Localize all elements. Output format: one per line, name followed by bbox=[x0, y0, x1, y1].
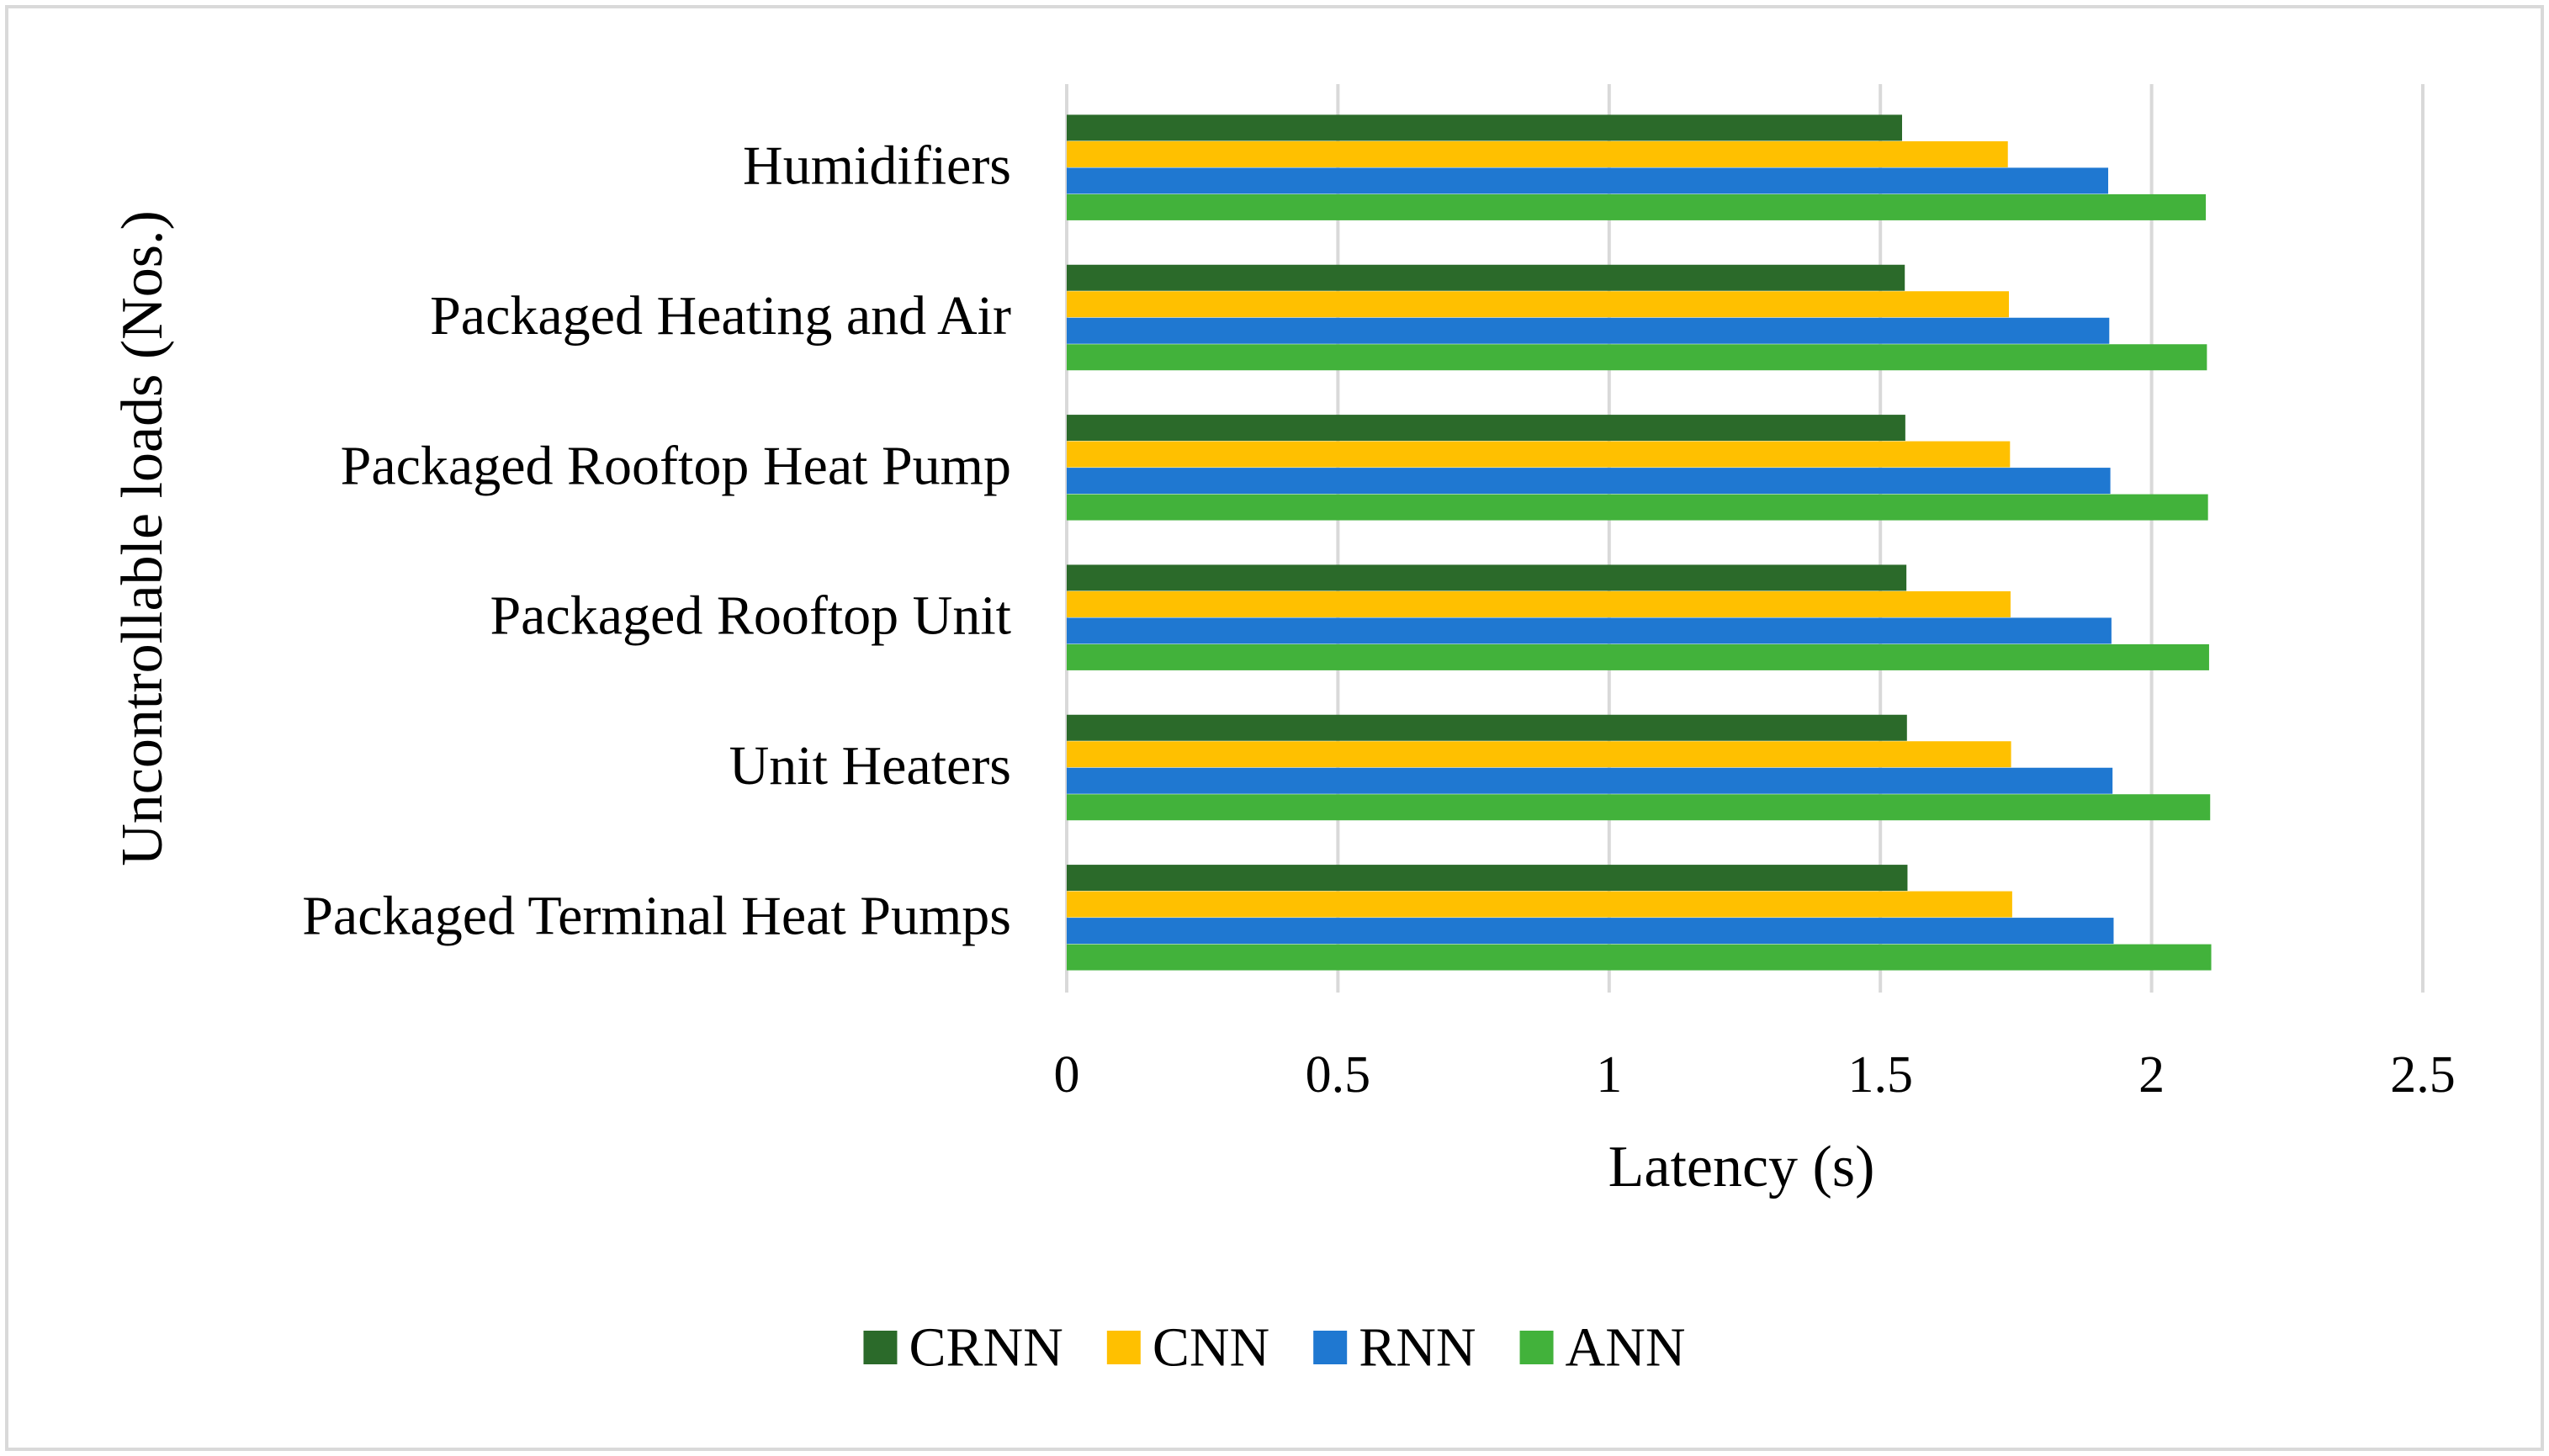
category-label: Packaged Terminal Heat Pumps bbox=[302, 885, 1011, 946]
bar-ann-2 bbox=[1067, 494, 2208, 521]
bar-cnn-4 bbox=[1067, 741, 2011, 768]
category-label: Packaged Heating and Air bbox=[430, 285, 1011, 347]
bar-crnn-1 bbox=[1067, 264, 1905, 291]
x-tick-label: 2.5 bbox=[2390, 1046, 2456, 1104]
bar-cnn-1 bbox=[1067, 291, 2010, 318]
legend-label-cnn: CNN bbox=[1153, 1317, 1269, 1379]
bar-rnn-5 bbox=[1067, 918, 2114, 945]
legend-swatch-rnn bbox=[1313, 1331, 1348, 1364]
bar-crnn-3 bbox=[1067, 564, 1907, 591]
bar-cnn-5 bbox=[1067, 891, 2012, 918]
legend-label-crnn: CRNN bbox=[909, 1317, 1063, 1379]
bar-ann-5 bbox=[1067, 944, 2212, 971]
bar-rnn-2 bbox=[1067, 468, 2111, 495]
x-tick-label: 2 bbox=[2138, 1046, 2165, 1104]
grid-lines bbox=[1065, 84, 2424, 993]
category-label: Packaged Rooftop Unit bbox=[490, 585, 1011, 647]
bar-crnn-2 bbox=[1067, 415, 1905, 442]
bar-cnn-2 bbox=[1067, 441, 2011, 468]
bar-rnn-1 bbox=[1067, 317, 2110, 344]
y-axis-title: Uncontrollable loads (Nos.) bbox=[110, 210, 175, 866]
bar-crnn-4 bbox=[1067, 714, 1907, 741]
bars bbox=[1067, 114, 2212, 971]
bar-cnn-3 bbox=[1067, 590, 2011, 617]
bar-rnn-3 bbox=[1067, 617, 2112, 644]
legend-label-rnn: RNN bbox=[1359, 1317, 1476, 1379]
x-axis-title: Latency (s) bbox=[1608, 1135, 1875, 1199]
x-tick-label: 1 bbox=[1596, 1046, 1622, 1104]
x-tick-label: 1.5 bbox=[1847, 1046, 1913, 1104]
legend: CRNN CNN RNN ANN bbox=[863, 1317, 1686, 1379]
bar-ann-3 bbox=[1067, 643, 2209, 670]
category-labels: Humidifiers Packaged Heating and Air Packa… bbox=[302, 135, 1011, 947]
bar-cnn-0 bbox=[1067, 140, 2008, 167]
category-label: Unit Heaters bbox=[729, 735, 1011, 797]
bar-ann-0 bbox=[1067, 193, 2207, 220]
legend-swatch-cnn bbox=[1106, 1331, 1141, 1364]
bar-rnn-0 bbox=[1067, 167, 2109, 194]
legend-swatch-crnn bbox=[863, 1331, 898, 1364]
bar-rnn-4 bbox=[1067, 767, 2113, 794]
bar-ann-4 bbox=[1067, 794, 2211, 821]
legend-label-ann: ANN bbox=[1566, 1317, 1686, 1379]
bar-ann-1 bbox=[1067, 344, 2207, 371]
x-tick-label: 0.5 bbox=[1306, 1046, 1371, 1104]
category-label: Packaged Rooftop Heat Pump bbox=[341, 435, 1011, 496]
category-label: Humidifiers bbox=[743, 135, 1011, 197]
legend-swatch-ann bbox=[1519, 1331, 1554, 1364]
x-tick-labels: 0 0.5 1 1.5 2 2.5 bbox=[1054, 1046, 2456, 1104]
x-tick-label: 0 bbox=[1054, 1046, 1080, 1104]
bar-crnn-5 bbox=[1067, 865, 1908, 892]
bar-crnn-0 bbox=[1067, 114, 1902, 141]
